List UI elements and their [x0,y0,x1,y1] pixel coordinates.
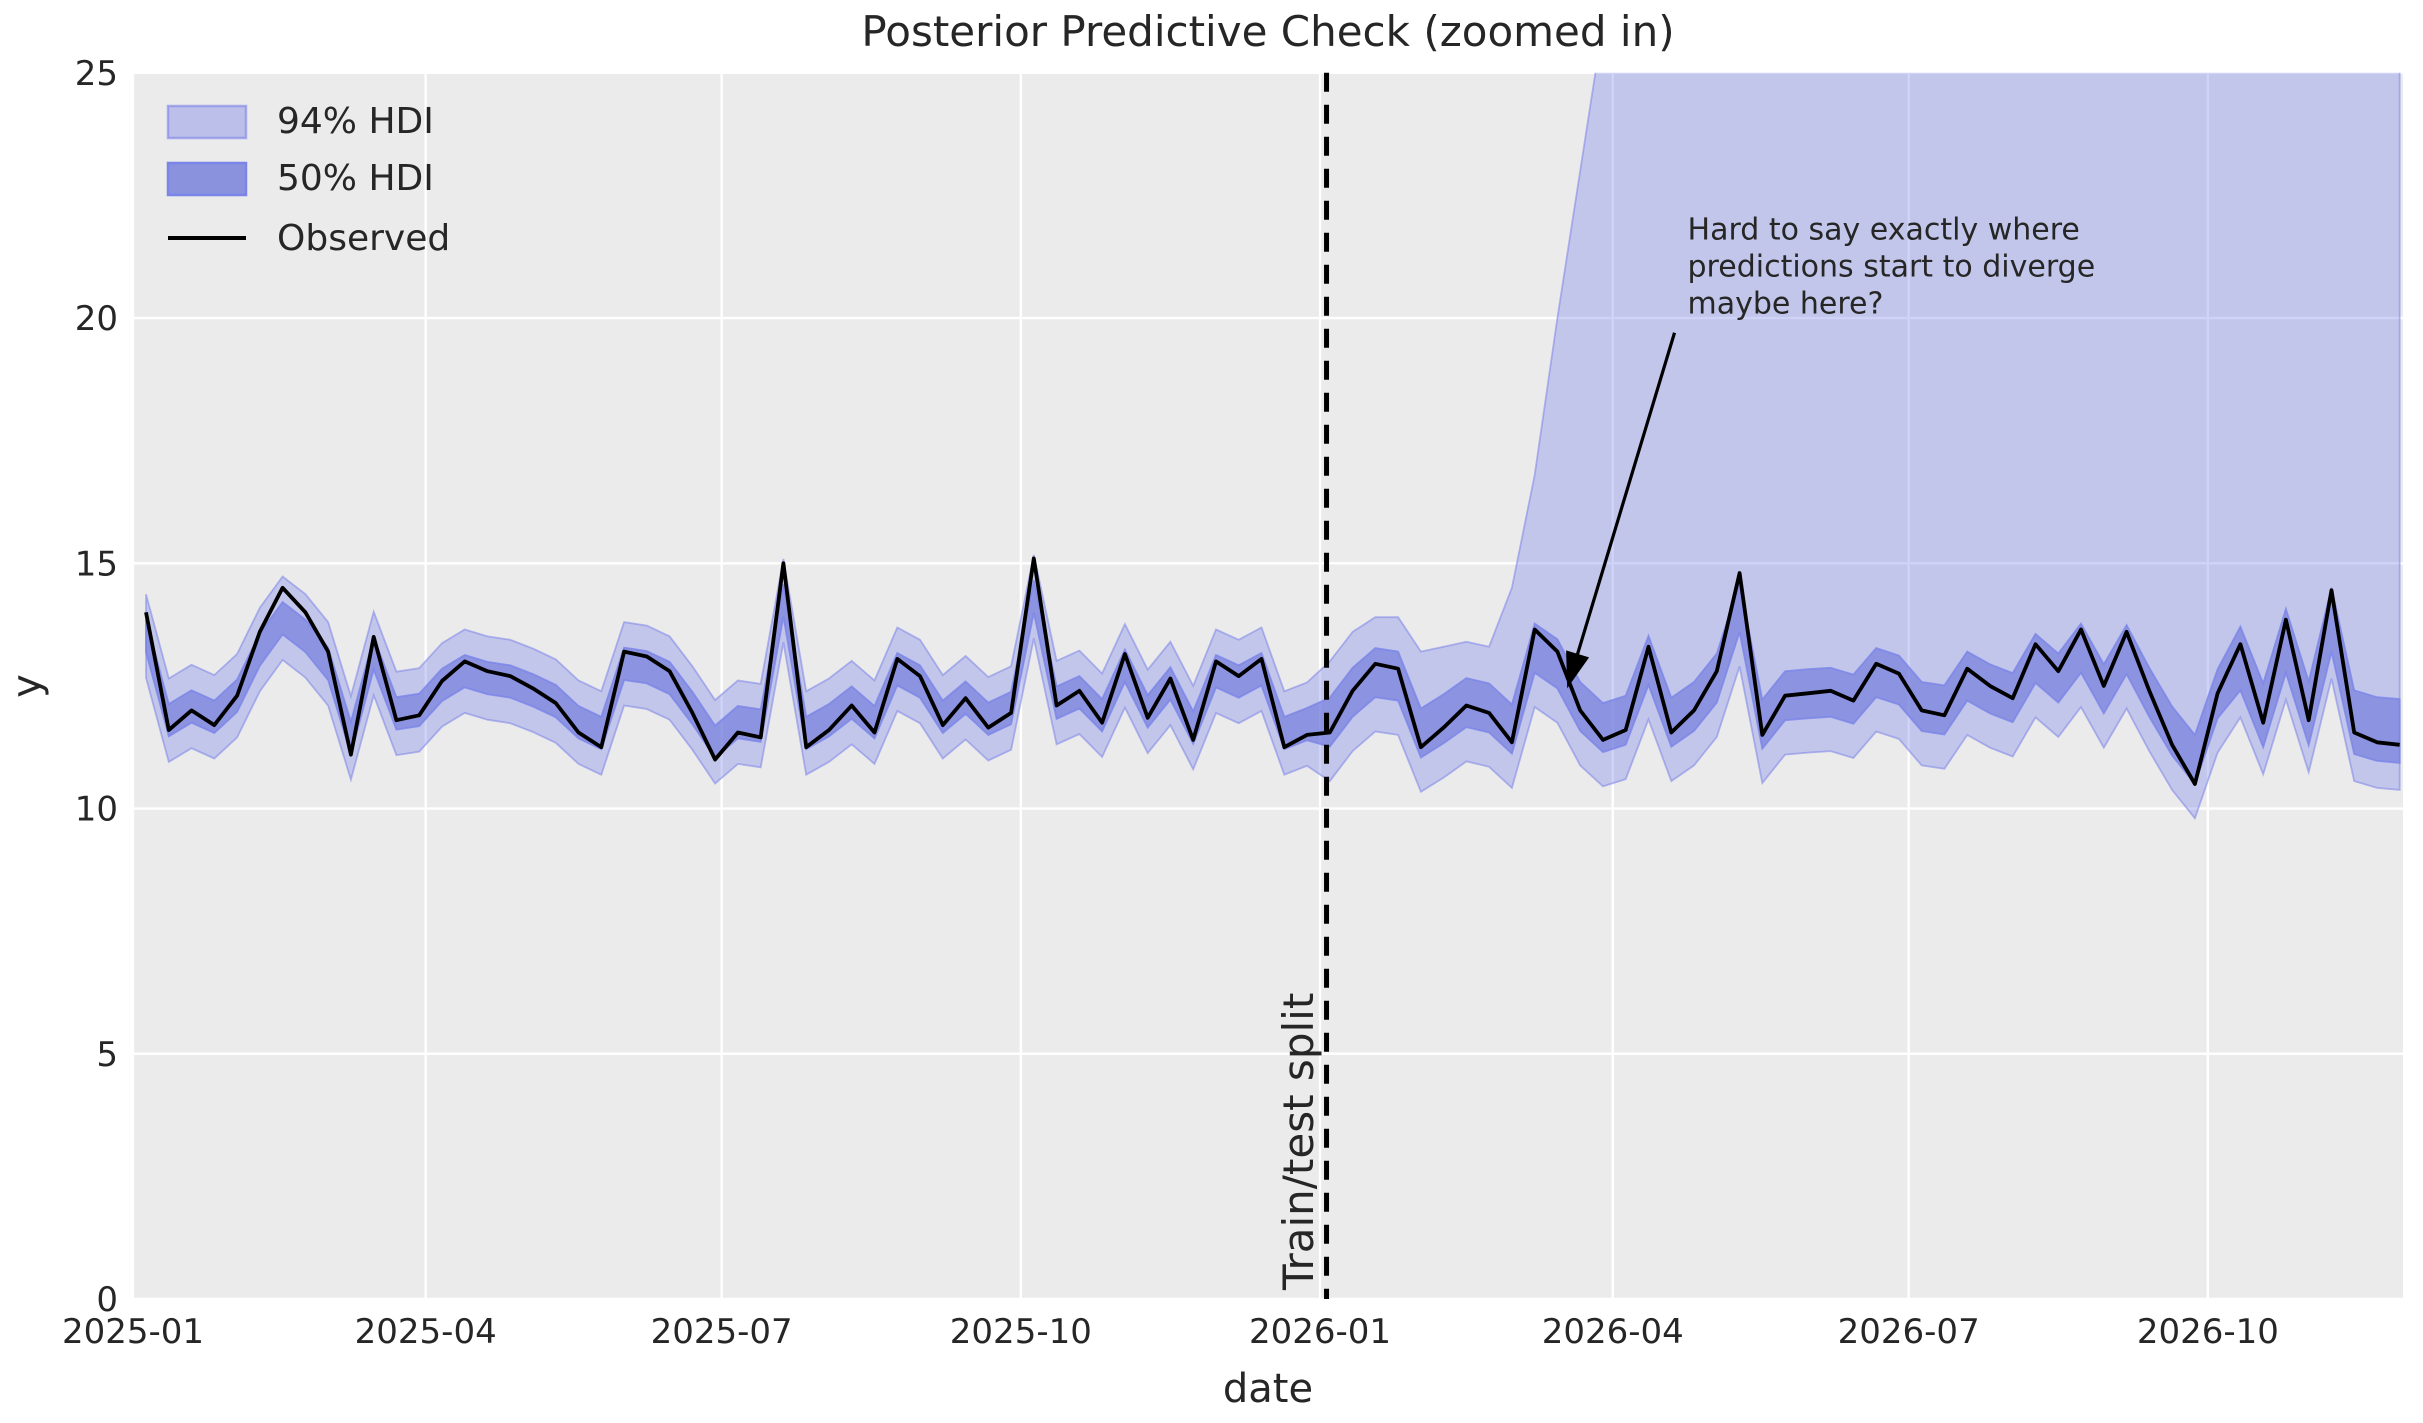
x-tick-label: 2025-01 [62,1312,204,1352]
train-test-split-label: Train/test split [1274,993,1323,1291]
y-tick-label: 5 [96,1035,118,1075]
x-tick-label: 2026-07 [1838,1312,1980,1352]
legend-label-94-hdi: 94% HDI [277,101,434,142]
x-tick-label: 2025-10 [950,1312,1092,1352]
x-axis-label: date [1223,1366,1313,1412]
y-tick-label: 15 [75,544,118,584]
y-tick-label: 20 [75,299,118,339]
annotation-text: Hard to say exactly where predictions st… [1688,213,2096,322]
chart-title: Posterior Predictive Check (zoomed in) [861,7,1674,56]
x-tick-label: 2026-01 [1249,1312,1391,1352]
observed-line [144,556,2400,786]
legend-swatch-94-hdi [166,104,248,140]
legend-label-observed: Observed [277,218,450,259]
y-tick-label: 0 [96,1280,118,1320]
legend-swatch-50-hdi [166,161,248,197]
legend: 94% HDI 50% HDI Observed [166,101,450,259]
arrow-shaft [1574,332,1677,661]
y-tick-label: 25 [75,54,118,94]
x-tick-label: 2026-04 [1542,1312,1684,1352]
hdi-50-band [145,580,2401,786]
y-axis-label: y [4,674,50,698]
series-group [144,72,2401,821]
x-tick-label: 2025-04 [355,1312,497,1352]
annotation-line-3: maybe here? [1688,287,1884,322]
arrow-head [1566,650,1590,689]
annotation-arrow [1566,332,1677,689]
annotation-line-2: predictions start to diverge [1688,250,2096,285]
y-tick-labels: 0 5 10 15 20 25 [75,54,118,1320]
hdi-94-band [145,72,2401,821]
x-tick-label: 2026-10 [2137,1312,2279,1352]
gridlines [131,71,2403,1301]
annotation-line-1: Hard to say exactly where [1688,213,2080,248]
x-tick-label: 2025-07 [651,1312,793,1352]
x-tick-labels: 2025-01 2025-04 2025-07 2025-10 2026-01 2026-… [62,1312,2279,1352]
legend-label-50-hdi: 50% HDI [277,158,434,199]
y-tick-label: 10 [75,790,118,830]
